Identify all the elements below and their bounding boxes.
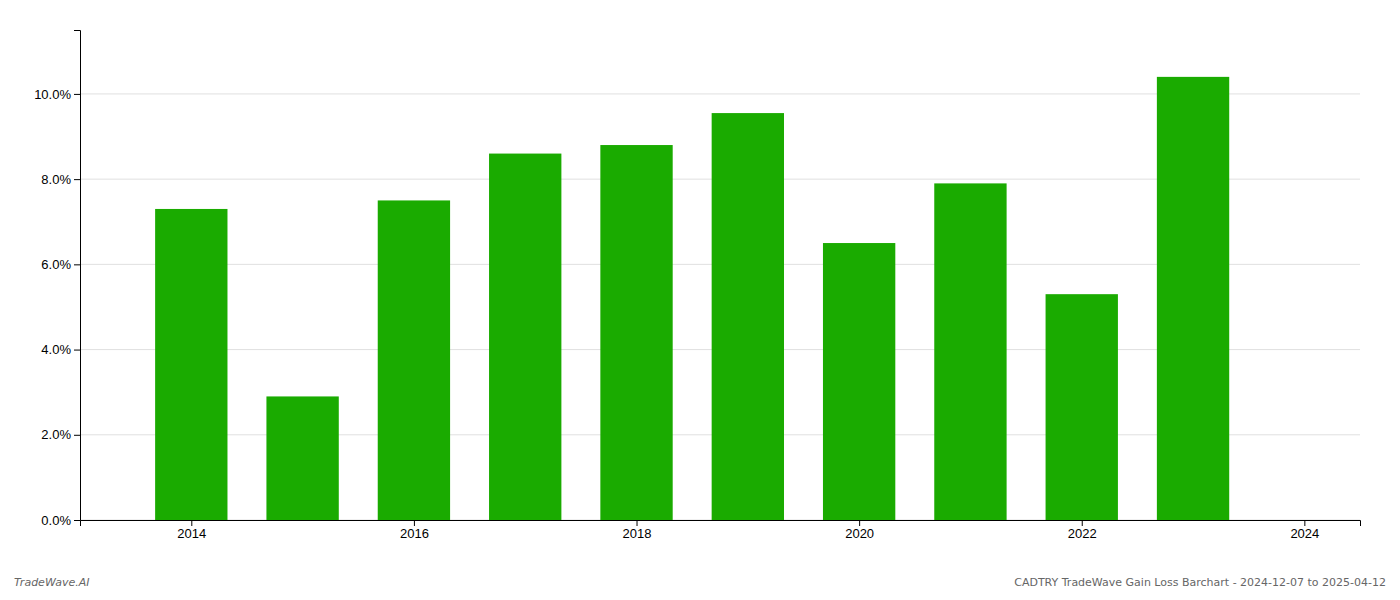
x-axis: 2014 2016 2018 2020 2022 2024: [81, 520, 1361, 541]
y-tick-mark: [74, 435, 80, 436]
x-tick: 2020: [845, 520, 874, 541]
x-tick-mark: [1304, 520, 1305, 526]
x-tick-label: 2016: [400, 526, 429, 541]
x-tick-mark: [637, 520, 638, 526]
y-axis: 0.0% 2.0% 4.0% 6.0% 8.0% 10.0%: [34, 31, 80, 528]
y-axis-line: [74, 31, 81, 521]
bar: [155, 209, 227, 520]
y-tick-label: 6.0%: [41, 257, 71, 272]
y-tick: 4.0%: [41, 342, 80, 357]
bars: [155, 77, 1229, 520]
footer: TradeWave.AI CADTRY TradeWave Gain Loss B…: [14, 576, 1386, 589]
bar: [266, 396, 338, 520]
x-tick: 2016: [400, 520, 429, 541]
y-tick: 2.0%: [41, 427, 80, 442]
y-tick-mark: [74, 264, 80, 265]
y-tick-label: 8.0%: [41, 172, 71, 187]
y-tick-mark: [74, 94, 80, 95]
bar: [600, 145, 672, 520]
bar: [1157, 77, 1229, 520]
footer-text: TradeWave.AI: [14, 576, 89, 589]
x-tick-label: 2022: [1068, 526, 1097, 541]
y-tick-label: 4.0%: [41, 342, 71, 357]
x-tick-label: 2024: [1290, 526, 1319, 541]
y-tick: 6.0%: [41, 257, 80, 272]
bar: [934, 183, 1006, 520]
y-tick-mark: [74, 350, 80, 351]
x-tick-label: 2018: [623, 526, 652, 541]
y-tick-mark: [74, 179, 80, 180]
y-tick: 8.0%: [41, 172, 80, 187]
x-axis-line: [81, 521, 1361, 527]
bar: [1046, 294, 1118, 520]
footer-text: CADTRY TradeWave Gain Loss Barchart - 20…: [1014, 576, 1386, 589]
x-tick: 2024: [1290, 520, 1319, 541]
y-tick: 10.0%: [34, 87, 80, 102]
x-tick-label: 2014: [177, 526, 206, 541]
y-tick-label: 0.0%: [41, 513, 71, 528]
y-tick-label: 2.0%: [41, 427, 71, 442]
bar: [823, 243, 895, 520]
x-tick-label: 2020: [845, 526, 874, 541]
bar: [489, 154, 561, 520]
x-tick-mark: [1082, 520, 1083, 526]
bar: [378, 200, 450, 520]
y-tick-label: 10.0%: [34, 87, 71, 102]
bar: [712, 113, 784, 520]
x-tick-mark: [191, 520, 192, 526]
x-tick: 2022: [1068, 520, 1097, 541]
y-tick: 0.0%: [41, 513, 80, 528]
x-tick-mark: [414, 520, 415, 526]
x-tick-mark: [859, 520, 860, 526]
x-tick: 2018: [623, 520, 652, 541]
chart: 0.0% 2.0% 4.0% 6.0% 8.0% 10.0% 2014 2016 2018 202…: [0, 0, 1400, 600]
y-tick-mark: [74, 520, 80, 521]
plot: 0.0% 2.0% 4.0% 6.0% 8.0% 10.0% 2014 2016 2018 202…: [34, 31, 1360, 542]
x-tick: 2014: [177, 520, 206, 541]
